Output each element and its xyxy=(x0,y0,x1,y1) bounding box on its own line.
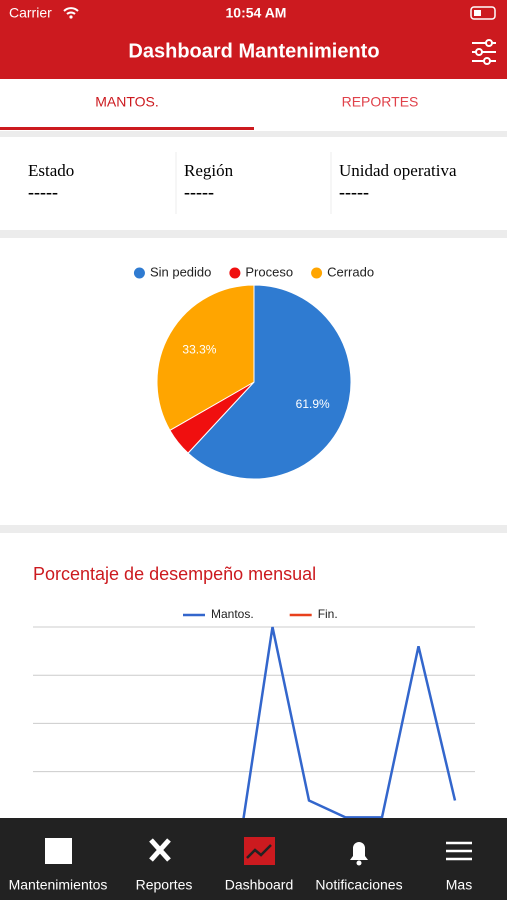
legend-dot xyxy=(229,267,241,279)
legend-label: Fin. xyxy=(318,607,338,621)
pie-slice xyxy=(156,284,255,432)
filter-label[interactable]: Estado xyxy=(28,161,74,180)
tab-bar-label[interactable]: Notificaciones xyxy=(315,877,402,893)
calendar-icon xyxy=(45,838,72,864)
wifi-dot xyxy=(69,15,73,19)
settings-icon[interactable] xyxy=(472,39,496,65)
bell-clapper xyxy=(356,860,362,866)
time: 10:54 AM xyxy=(226,5,287,21)
legend-label: Cerrado xyxy=(327,264,374,279)
bell-icon xyxy=(350,842,368,860)
line-chart-title: Porcentaje de desempeño mensual xyxy=(33,564,316,584)
header-title: Dashboard Mantenimiento xyxy=(128,40,379,62)
legend-label: Sin pedido xyxy=(150,264,211,279)
filter-value[interactable]: ----- xyxy=(339,182,369,202)
legend-dot xyxy=(311,267,323,279)
tab-bar-label[interactable]: Mas xyxy=(446,877,472,893)
pie-label: 61.9% xyxy=(296,397,330,411)
charts: Sin pedido Proceso Cerrado 61.9% 33.3% Mantos… xyxy=(33,264,475,870)
wifi-icon xyxy=(63,7,79,15)
battery xyxy=(470,6,496,20)
app-header xyxy=(0,0,507,79)
tab[interactable]: REPORTES xyxy=(342,94,419,110)
tab[interactable]: MANTOS. xyxy=(95,94,159,110)
tools-icon xyxy=(149,838,171,862)
filter-label[interactable]: Región xyxy=(184,161,234,180)
pie-label: 33.3% xyxy=(182,343,216,357)
tab-bar-label[interactable]: Mantenimientos xyxy=(9,877,108,893)
tab-indicator xyxy=(0,127,254,130)
filter-label[interactable]: Unidad operativa xyxy=(339,161,457,180)
tab-bar-label[interactable]: Dashboard xyxy=(225,877,294,893)
legend-label: Mantos. xyxy=(211,607,254,621)
carrier: Carrier xyxy=(9,5,52,21)
pie-slice xyxy=(187,284,352,480)
legend-label: Proceso xyxy=(245,264,293,279)
battery-level xyxy=(474,10,481,16)
filter-value[interactable]: ----- xyxy=(184,182,214,202)
filter-value[interactable]: ----- xyxy=(28,182,58,202)
menu-icon xyxy=(446,841,472,861)
tab-bar-label[interactable]: Reportes xyxy=(136,877,193,893)
legend-dot xyxy=(133,267,145,279)
dashboard-icon xyxy=(244,837,275,865)
dashboard-icon-line xyxy=(246,844,272,859)
filters-card xyxy=(0,137,507,230)
line-card xyxy=(0,533,507,823)
tabs xyxy=(0,79,507,131)
